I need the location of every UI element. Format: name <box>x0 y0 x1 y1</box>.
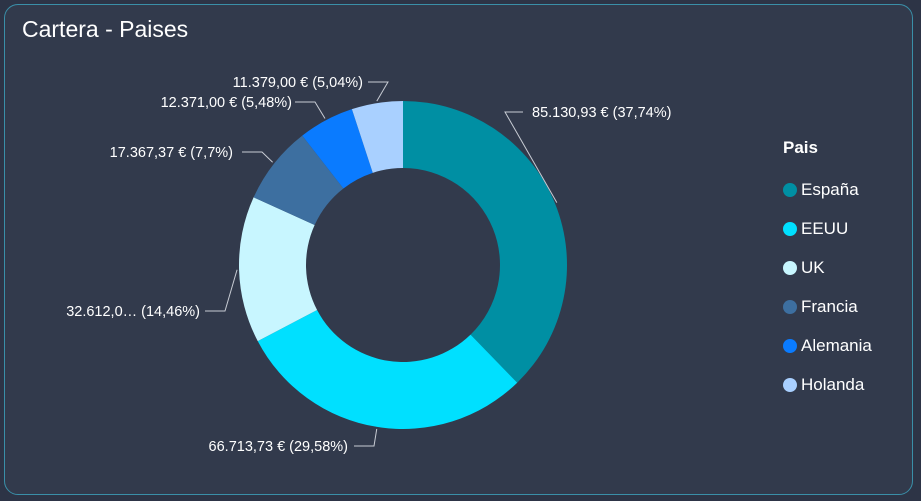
slice-eeuu[interactable] <box>257 310 518 430</box>
legend-label: Francia <box>801 296 858 316</box>
legend-swatch-icon <box>783 221 797 236</box>
legend-swatch-icon <box>783 182 797 197</box>
data-label: 11.379,00 € (5,04%) <box>233 75 363 91</box>
legend-swatch-icon <box>783 260 797 275</box>
leader-line <box>354 428 378 447</box>
chart-title: Cartera - Paises <box>22 16 189 42</box>
legend-item[interactable]: España <box>783 170 872 209</box>
data-label: 32.612,0… (14,46%) <box>66 304 200 320</box>
legend-item[interactable]: Francia <box>783 287 872 326</box>
legend-label: Alemania <box>801 335 872 355</box>
legend: Pais España EEUU UK Francia Alemania Holanda <box>783 138 872 404</box>
legend-label: Holanda <box>801 374 865 394</box>
legend-label: UK <box>801 257 825 277</box>
legend-item[interactable]: UK <box>783 248 872 287</box>
leader-line <box>205 269 238 312</box>
legend-label: España <box>801 179 859 199</box>
legend-title: Pais <box>783 138 818 157</box>
data-label: 85.130,93 € (37,74%) <box>532 105 671 121</box>
legend-item[interactable]: EEUU <box>783 209 872 248</box>
legend-swatch-icon <box>783 338 797 353</box>
slice-francia[interactable] <box>253 135 344 225</box>
data-label: 12.371,00 € (5,48%) <box>161 95 292 111</box>
legend-label: EEUU <box>801 218 849 238</box>
slice-alemania[interactable] <box>302 109 373 189</box>
data-label: 66.713,73 € (29,58%) <box>209 439 348 455</box>
slice-uk[interactable] <box>238 197 318 342</box>
leader-line <box>242 151 273 163</box>
slice-holanda[interactable] <box>351 101 403 173</box>
slice-españa[interactable] <box>403 101 567 383</box>
legend-item[interactable]: Alemania <box>783 326 872 365</box>
leader-line <box>295 101 326 119</box>
legend-swatch-icon <box>783 299 797 314</box>
leader-line <box>368 81 389 102</box>
legend-swatch-icon <box>783 377 797 392</box>
data-label: 17.367,37 € (7,7%) <box>110 145 233 161</box>
legend-item[interactable]: Holanda <box>783 365 872 404</box>
leader-line <box>504 111 558 203</box>
